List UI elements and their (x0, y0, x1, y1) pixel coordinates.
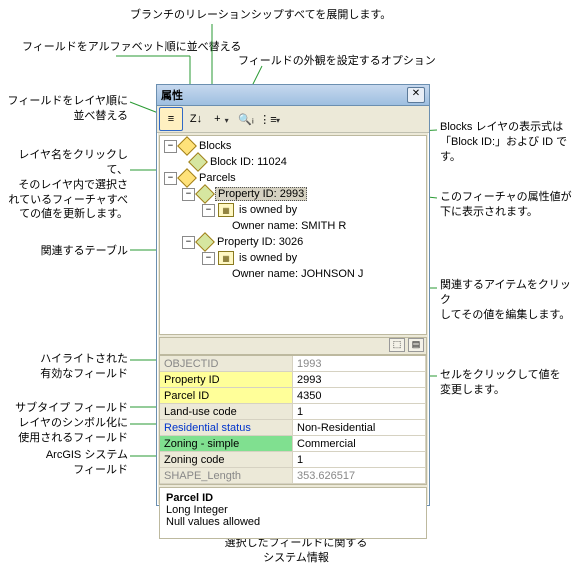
more-options-button[interactable]: ⋮≡▾ (259, 107, 283, 131)
table-icon: ▦ (218, 251, 234, 265)
selected-feature: Property ID: 2993 (215, 187, 307, 201)
toolbar: ≡ Z↓ +▾ 🔍ᵢ ⋮≡▾ (157, 106, 429, 133)
window-title: 属性 (161, 87, 183, 103)
list-icon: ⋮≡ (260, 111, 276, 127)
titlebar[interactable]: 属性 ✕ (157, 85, 429, 106)
callout-related-tbl: 関連するテーブル (6, 244, 128, 259)
tree-node-parcels[interactable]: − Parcels (160, 170, 426, 186)
table-row: Land-use code1 (160, 404, 426, 420)
callout-highlight: ハイライトされた有効なフィールド (6, 352, 128, 382)
feature-icon (195, 184, 215, 204)
callout-layer-sort: フィールドをレイヤ順に並べ替える (6, 94, 128, 124)
feature-tree[interactable]: − Blocks Block ID: 11024 − Parcels − Pro… (159, 135, 427, 335)
callout-edit-cell: セルをクリックして値を変更します。 (440, 368, 561, 398)
tree-node-owner-1[interactable]: Owner name: SMITH R (160, 218, 426, 234)
layer-icon (177, 168, 197, 188)
expand-all-button[interactable]: +▾ (209, 107, 233, 131)
collapse-icon[interactable]: − (182, 188, 195, 201)
field-info-type: Long Integer (166, 504, 420, 516)
callout-related-item: 関連するアイテムをクリックしてその値を編集します。 (440, 278, 580, 323)
sort-alpha-button[interactable]: Z↓ (184, 107, 208, 131)
field-options-button[interactable]: 🔍ᵢ (234, 107, 258, 131)
collapse-icon[interactable]: − (202, 252, 215, 265)
collapse-icon[interactable]: − (182, 236, 195, 249)
table-row: Residential statusNon-Residential (160, 420, 426, 436)
layer-sort-icon: ≡ (163, 111, 179, 127)
tree-node-property-2[interactable]: − Property ID: 3026 (160, 234, 426, 250)
feature-icon (195, 232, 215, 252)
tree-node-ownedby-1[interactable]: − ▦ is owned by (160, 202, 426, 218)
callout-layer-click: レイヤ名をクリックして、そのレイヤ内で選択さ れているフィーチャすべての値を更新… (6, 148, 128, 222)
callout-expand: ブランチのリレーションシップすべてを展開します。 (130, 8, 391, 23)
table-row: Property ID2993 (160, 372, 426, 388)
view-toggle-b[interactable]: ▤ (408, 338, 424, 352)
expand-icon: + (210, 111, 225, 127)
callout-sysinfo: 選択したフィールドに関するシステム情報 (216, 536, 376, 566)
collapse-icon[interactable]: − (164, 172, 177, 185)
chevron-down-icon: ▾ (276, 114, 282, 125)
sort-by-layer-button[interactable]: ≡ (159, 107, 183, 131)
callout-field-opts: フィールドの外観を設定するオプション (238, 54, 436, 69)
feature-icon (188, 152, 208, 172)
table-row: Parcel ID4350 (160, 388, 426, 404)
collapse-icon[interactable]: − (164, 140, 177, 153)
field-info-panel: Parcel ID Long Integer Null values allow… (159, 487, 427, 539)
tree-node-ownedby-2[interactable]: − ▦ is owned by (160, 250, 426, 266)
close-icon[interactable]: ✕ (407, 87, 425, 103)
attributes-window: 属性 ✕ ≡ Z↓ +▾ 🔍ᵢ ⋮≡▾ − Blocks Block ID: 1… (156, 84, 430, 506)
tree-node-blocks[interactable]: − Blocks (160, 138, 426, 154)
table-icon: ▦ (218, 203, 234, 217)
table-row: Zoning - simpleCommercial (160, 436, 426, 452)
table-row: OBJECTID1993 (160, 356, 426, 372)
table-row: Zoning code1 (160, 452, 426, 468)
layer-icon (177, 136, 197, 156)
field-info-title: Parcel ID (166, 492, 420, 504)
callout-subtype: サブタイプ フィールド (6, 401, 128, 416)
tree-node-property-1[interactable]: − Property ID: 2993 (160, 186, 426, 202)
callout-symbology: レイヤのシンボル化に使用されるフィールド (6, 416, 128, 446)
field-info-nulls: Null values allowed (166, 516, 420, 528)
grid-toolbar: ⬚ ▤ (159, 337, 427, 355)
callout-feature-attr: このフィーチャの属性値が下に表示されます。 (440, 190, 572, 220)
tree-node-owner-2[interactable]: Owner name: JOHNSON J (160, 266, 426, 282)
tree-node-blockid[interactable]: Block ID: 11024 (160, 154, 426, 170)
chevron-down-icon: ▾ (225, 114, 232, 125)
callout-alpha-sort: フィールドをアルファベット順に並べ替える (22, 40, 241, 55)
view-toggle-a[interactable]: ⬚ (389, 338, 405, 352)
callout-blocks-expr: Blocks レイヤの表示式は「Block ID:」および ID です。 (440, 120, 580, 165)
options-icon: 🔍ᵢ (238, 111, 254, 127)
alpha-sort-icon: Z↓ (188, 111, 204, 127)
collapse-icon[interactable]: − (202, 204, 215, 217)
attribute-grid[interactable]: OBJECTID1993 Property ID2993 Parcel ID43… (159, 355, 427, 485)
callout-arcgis-sys: ArcGIS システムフィールド (6, 448, 128, 478)
table-row: SHAPE_Length353.626517 (160, 468, 426, 484)
